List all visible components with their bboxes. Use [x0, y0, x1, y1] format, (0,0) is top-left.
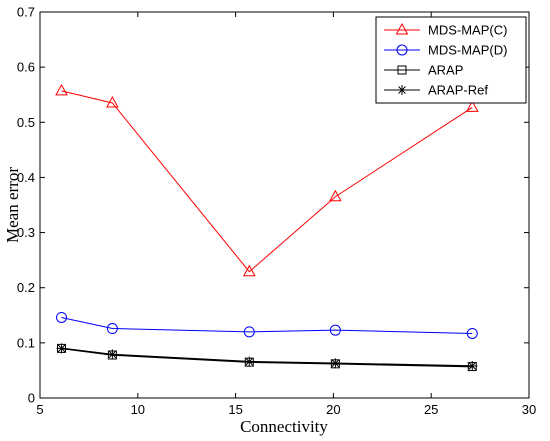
series-mds-map-d — [56, 311, 478, 339]
data-point — [107, 349, 118, 360]
x-tick-label: 10 — [131, 402, 145, 417]
y-tick-label: 0 — [28, 391, 35, 406]
x-tick-label: 20 — [326, 402, 340, 417]
y-tick-label: 0.2 — [17, 280, 35, 295]
legend-item: MDS-MAP(C) — [384, 23, 507, 38]
star-stroke — [57, 344, 66, 353]
legend-marker — [395, 22, 409, 35]
y-tick-label: 0.6 — [17, 60, 35, 75]
data-point — [243, 326, 255, 338]
data-point — [106, 95, 119, 108]
star-stroke — [468, 362, 477, 370]
x-tick-label: 5 — [36, 402, 43, 417]
axis-ticks: 5 10 15 20 25 30 0 0.1 0.2 0.3 0.4 0.5 0.6 0.7 — [17, 5, 536, 418]
legend-label: MDS-MAP(D) — [428, 43, 507, 58]
y-tick-label: 0.5 — [17, 115, 35, 130]
data-point — [329, 189, 342, 202]
legend-marker — [396, 44, 408, 56]
legend-label: ARAP-Ref — [428, 83, 488, 98]
data-point — [466, 327, 478, 339]
legend-marker — [397, 65, 407, 75]
data-point — [55, 83, 68, 96]
legend-item: ARAP-Ref — [384, 83, 488, 98]
legend-label: ARAP — [428, 63, 463, 78]
data-point — [329, 324, 341, 336]
data-point — [330, 358, 341, 369]
legend-label: MDS-MAP(C) — [428, 23, 507, 38]
x-tick-label: 30 — [522, 402, 536, 417]
series-arap-ref — [56, 343, 478, 372]
legend-item: MDS-MAP(D) — [384, 43, 507, 58]
series-line — [61, 90, 473, 273]
legend-item: ARAP — [384, 63, 463, 78]
series-group — [55, 83, 479, 372]
legend: MDS-MAP(C) MDS-MAP(D) ARAP ARAP-Ref — [375, 16, 527, 104]
x-tick-label: 25 — [424, 402, 438, 417]
y-tick-label: 0.1 — [17, 335, 35, 350]
star-stroke — [245, 357, 254, 366]
y-tick-label: 0.4 — [17, 170, 35, 185]
legend-marker — [397, 85, 407, 95]
data-point — [465, 100, 479, 112]
x-tick-label: 15 — [228, 402, 242, 417]
series-line — [61, 317, 473, 334]
series-mds-map-c — [55, 83, 479, 277]
x-axis-label: Connectivity — [240, 417, 328, 436]
y-tick-label: 0.7 — [17, 5, 35, 20]
data-point — [242, 264, 256, 277]
y-axis-label: Mean error — [3, 167, 22, 243]
star-stroke — [331, 359, 340, 368]
star-stroke — [108, 350, 117, 359]
data-point — [106, 323, 118, 335]
data-point — [56, 311, 68, 323]
star-stroke — [398, 86, 406, 94]
data-point — [244, 356, 255, 367]
y-tick-label: 0.3 — [17, 225, 35, 240]
data-point — [56, 343, 67, 354]
data-point — [467, 361, 478, 372]
